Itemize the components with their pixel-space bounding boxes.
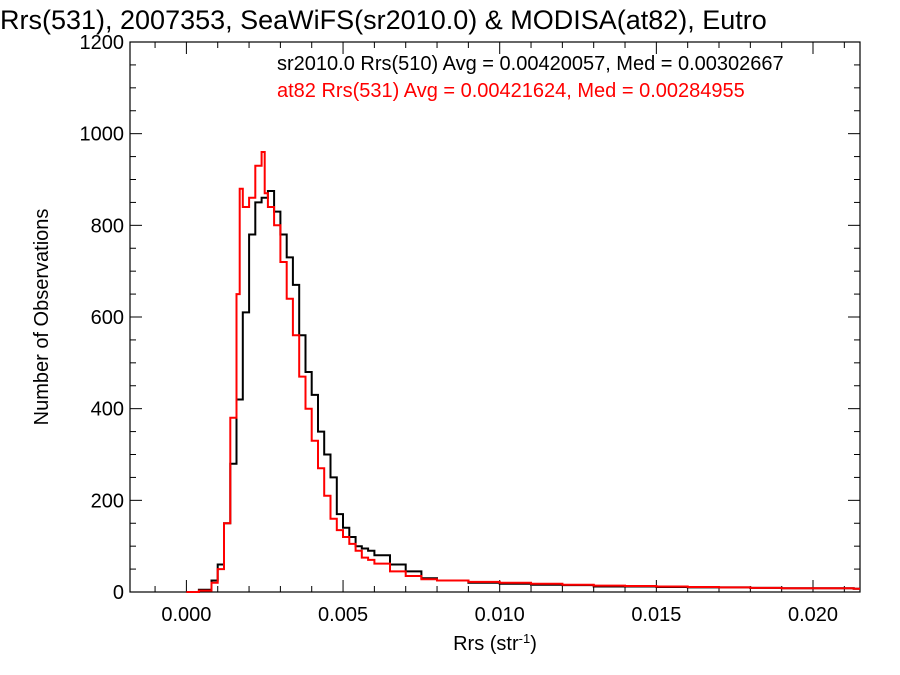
x-axis-label-text: Rrs (str xyxy=(453,633,519,655)
y-tick-label: 400 xyxy=(91,399,124,421)
x-axis-label: Rrs (str-1) xyxy=(453,631,537,655)
legend-annotation-at82: at82 Rrs(531) Avg = 0.00421624, Med = 0.… xyxy=(277,80,745,102)
x-tick-label: 0.010 xyxy=(475,604,525,626)
series-line-1 xyxy=(186,151,860,593)
legend-annotation-sr2010: sr2010.0 Rrs(510) Avg = 0.00420057, Med … xyxy=(277,53,784,75)
y-tick-label: 200 xyxy=(91,490,124,512)
x-tick-label: 0.020 xyxy=(788,604,838,626)
y-axis-label: Number of Observations xyxy=(31,209,53,426)
y-tick-label: 1000 xyxy=(80,124,125,146)
y-tick-label: 1200 xyxy=(80,32,125,54)
axis-ticks: 0.000 0.005 0.010 0.015 0.020 0 200 400 600 800 10… xyxy=(80,32,860,626)
x-tick-label: 0.015 xyxy=(631,604,681,626)
x-axis-label-exponent: -1 xyxy=(519,631,531,646)
x-tick-label: 0.000 xyxy=(161,604,211,626)
x-tick-label: 0.005 xyxy=(318,604,368,626)
x-axis-label-close: ) xyxy=(530,633,537,655)
y-tick-label: 600 xyxy=(91,307,124,329)
chart-title: Rrs(531), 2007353, SeaWiFS(sr2010.0) & M… xyxy=(0,5,767,35)
y-tick-label: 0 xyxy=(113,582,124,604)
series-group xyxy=(186,151,860,593)
y-tick-label: 800 xyxy=(91,215,124,237)
